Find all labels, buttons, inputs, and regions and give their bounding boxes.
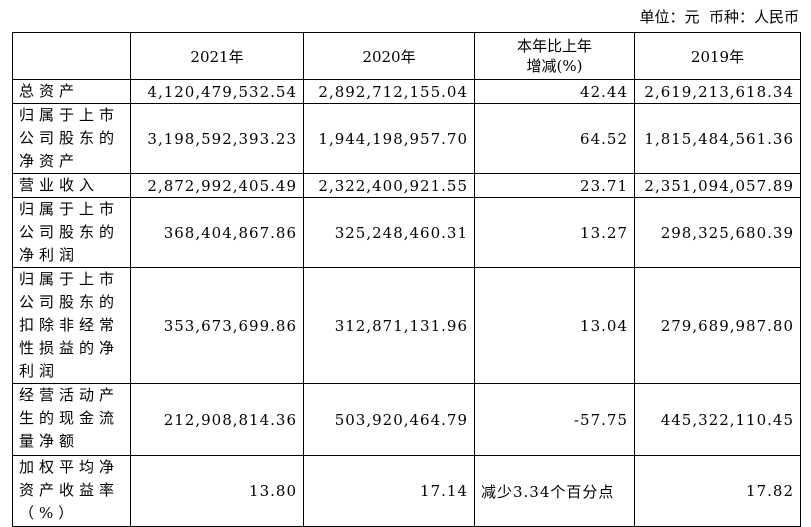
cell-value: 1,944,198,957.70 <box>303 103 475 174</box>
cell-value: 2,619,213,618.34 <box>634 79 801 104</box>
cell-value: 353,673,699.86 <box>130 267 304 384</box>
header-text: 2020年 <box>362 47 416 66</box>
header-text: 2019年 <box>690 47 745 66</box>
financial-table: 2021年 2020年 本年比上年增减(%) 2019年 总资产 4,120,479,5… <box>12 32 801 527</box>
header-row: 2021年 2020年 本年比上年增减(%) 2019年 <box>12 32 801 80</box>
header-text: 本年比上年增减(%) <box>516 37 592 75</box>
cell-value: 13.04 <box>474 267 635 384</box>
row-label: 归属于上市公司股东的净利润 <box>12 197 131 268</box>
cell-value: 17.14 <box>303 455 475 527</box>
row-label: 加权平均净资产收益率（%） <box>12 455 131 527</box>
cell-value: 13.80 <box>130 455 304 527</box>
cell-value: 2,872,992,405.49 <box>130 173 304 198</box>
cell-value: 42.44 <box>474 79 635 104</box>
cell-value: -57.75 <box>474 383 635 456</box>
cell-value: 445,322,110.45 <box>634 383 801 456</box>
row-label: 归属于上市公司股东的扣除非经常性损益的净利润 <box>12 267 131 384</box>
header-cell: 2020年 <box>303 32 475 80</box>
table-row: 经营活动产生的现金流量净额 212,908,814.36 503,920,464.7… <box>12 383 801 456</box>
header-cell: 2019年 <box>634 32 801 80</box>
cell-value: 17.82 <box>634 455 801 527</box>
table-row: 营业收入 2,872,992,405.49 2,322,400,921.55 23.7… <box>12 173 801 198</box>
cell-value: 312,871,131.96 <box>303 267 475 384</box>
header-cell <box>12 32 131 80</box>
table-body: 总资产 4,120,479,532.54 2,892,712,155.04 42.44… <box>12 79 801 527</box>
header-text: 2021年 <box>190 47 244 66</box>
cell-value: 325,248,460.31 <box>303 197 475 268</box>
row-label: 总资产 <box>12 79 131 104</box>
cell-value: 2,351,094,057.89 <box>634 173 801 198</box>
cell-value: 1,815,484,561.36 <box>634 103 801 174</box>
cell-value: 279,689,987.80 <box>634 267 801 384</box>
cell-value: 13.27 <box>474 197 635 268</box>
cell-value: 64.52 <box>474 103 635 174</box>
cell-value: 2,892,712,155.04 <box>303 79 475 104</box>
cell-value: 212,908,814.36 <box>130 383 304 456</box>
table-row: 总资产 4,120,479,532.54 2,892,712,155.04 42.44… <box>12 79 801 104</box>
cell-value: 368,404,867.86 <box>130 197 304 268</box>
cell-value: 减少3.34个百分点 <box>474 455 635 527</box>
header-cell: 2021年 <box>130 32 304 80</box>
table-row: 归属于上市公司股东的净资产 3,198,592,393.23 1,944,198,9… <box>12 103 801 174</box>
unit-note: 单位：元 币种：人民币 <box>639 8 799 26</box>
table-row: 加权平均净资产收益率（%） 13.80 17.14 减少3.34个百分点 17.82 <box>12 455 801 527</box>
cell-value: 4,120,479,532.54 <box>130 79 304 104</box>
cell-value: 2,322,400,921.55 <box>303 173 475 198</box>
cell-value: 23.71 <box>474 173 635 198</box>
cell-value: 298,325,680.39 <box>634 197 801 268</box>
row-label: 归属于上市公司股东的净资产 <box>12 103 131 174</box>
table-row: 归属于上市公司股东的净利润 368,404,867.86 325,248,460.3… <box>12 197 801 268</box>
table-row: 归属于上市公司股东的扣除非经常性损益的净利润 353,673,699.86 312,… <box>12 267 801 384</box>
cell-value: 503,920,464.79 <box>303 383 475 456</box>
header-cell: 本年比上年增减(%) <box>474 32 635 80</box>
row-label: 营业收入 <box>12 173 131 198</box>
cell-value: 3,198,592,393.23 <box>130 103 304 174</box>
row-label: 经营活动产生的现金流量净额 <box>12 383 131 456</box>
